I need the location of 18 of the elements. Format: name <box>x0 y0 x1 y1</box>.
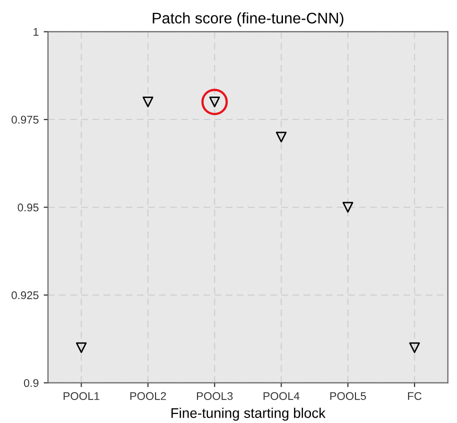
point <box>76 342 87 354</box>
y-tick-label: 0.975 <box>12 116 38 124</box>
x-tick-label: POOL5 <box>330 392 366 400</box>
point <box>142 96 154 108</box>
x-tick-label: POOL3 <box>196 392 233 400</box>
x-axis-title: Fine-tuning starting block <box>171 408 326 421</box>
y-tick-label: 0.925 <box>12 291 38 300</box>
x-tick-label: POOL4 <box>264 392 300 400</box>
point <box>342 202 354 213</box>
y-tick-label: 1 <box>34 28 38 36</box>
point <box>409 342 420 354</box>
chart-title: Patch score (fine-tune-CNN) <box>152 12 344 27</box>
y-tick-label: 0.9 <box>24 379 38 387</box>
x-tick-label: POOL2 <box>130 392 166 400</box>
point <box>276 132 287 142</box>
x-tick-label: POOL1 <box>64 392 100 400</box>
y-tick-label: 0.95 <box>18 204 38 212</box>
x-tick-label: FC <box>408 392 422 400</box>
